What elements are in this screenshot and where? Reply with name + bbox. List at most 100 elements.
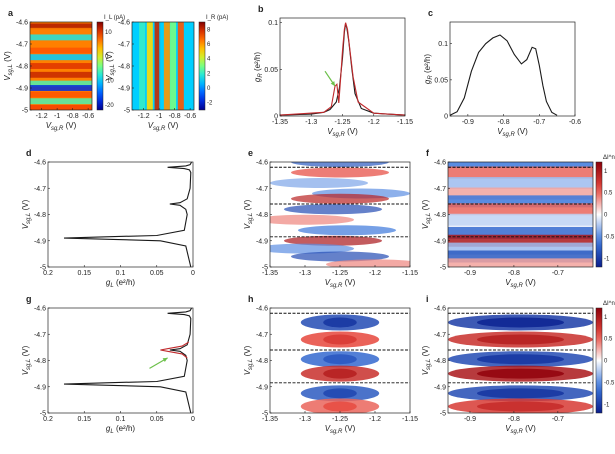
y-tick-label: -4.7: [118, 42, 130, 49]
y-axis-label: Vsg,L (V): [21, 345, 32, 375]
x-tick-label: -0.9: [464, 416, 476, 423]
heatmap-band: [30, 85, 92, 91]
x-tick-label: 0.15: [77, 416, 91, 423]
panel-label: b: [258, 4, 264, 14]
x-tick-label: -0.9: [464, 270, 476, 277]
y-tick-label: -4.6: [434, 306, 446, 313]
colorbar-tick-label: 0.5: [604, 337, 613, 343]
heatmap-band: [30, 71, 92, 78]
colorbar-tick-label: 0: [604, 213, 608, 219]
x-tick-label: 0.2: [43, 270, 53, 277]
heatmap-cell: [284, 235, 382, 246]
x-tick-label: -0.8: [508, 416, 520, 423]
heatmap-cell: [298, 225, 396, 236]
x-tick-label: -1.25: [332, 270, 348, 277]
heatmap-stripe: [159, 22, 166, 110]
colorbar-label: ΔI^nl (pA): [603, 301, 615, 307]
panel-label: c: [428, 8, 433, 18]
y-tick-label: -4.6: [34, 306, 46, 313]
x-tick-label: -1.2: [36, 113, 48, 120]
plot-area: [132, 22, 194, 110]
x-tick-label: -1.35: [262, 416, 278, 423]
heatmap-cell: [284, 204, 382, 215]
heatmap-stripe: [146, 22, 153, 110]
x-axis-label: Vsg,R (V): [505, 278, 536, 289]
y-tick-label: -4.8: [256, 212, 268, 219]
y-tick-label: -4.9: [434, 384, 446, 391]
panel-g: 0.2 0.15 0.1 0.05 0 -4.6 -4.7 -4.8 -4.9 -5 gL (e²/…: [21, 294, 195, 435]
panel-e: -1.35 -1.3 -1.25 -1.2 -1.15 -4.6 -4.7 -4.8 -4.9 -…: [243, 148, 418, 289]
y-tick-label: -4.8: [16, 64, 28, 71]
heatmap-band: [30, 98, 92, 105]
heatmap-band: [30, 23, 92, 30]
heatmap-cell: [291, 167, 389, 178]
x-tick-label: -0.8: [67, 113, 79, 120]
x-tick-label: 0.15: [77, 270, 91, 277]
x-tick-label: 0: [191, 270, 195, 277]
y-tick-label: -4.7: [434, 332, 446, 339]
x-axis-label: Vsg,R (V): [325, 278, 356, 289]
panel-c: -0.9 -0.8 -0.7 -0.6 0 0.05 0.1 Vsg,R (V) gR (e²/…: [423, 8, 581, 138]
y-axis-label: Vsg,L (V): [243, 345, 254, 375]
y-tick-label: -4.9: [118, 86, 130, 93]
panel-i: 1 0.5 0 -0.5 -1 ΔI^nl (pA) -0.9 -0.8 -0.7 -4.6 -4.…: [421, 294, 615, 435]
colorbar-tick-label: 2: [207, 71, 211, 77]
y-tick-label: -4.9: [34, 384, 46, 391]
y-tick-label: -4.7: [16, 42, 28, 49]
y-tick-label: -4.6: [34, 160, 46, 167]
heatmap-blob-core: [323, 354, 357, 365]
colorbar-tick-label: 4: [207, 57, 211, 63]
y-tick-label: -5: [440, 265, 446, 272]
heatmap-blob-core: [477, 368, 564, 379]
x-axis-label: Vsg,R (V): [497, 127, 528, 138]
heatmap-band: [30, 80, 92, 87]
panel-label: g: [26, 294, 32, 304]
y-tick-label: -5: [440, 411, 446, 418]
x-axis-label: gL (e²/h): [106, 278, 135, 289]
colorbar-tick-label: 0: [207, 86, 211, 92]
x-axis-label: Vsg,R (V): [327, 127, 358, 138]
y-tick-label: -4.6: [434, 160, 446, 167]
y-axis-label: Vsg,L (V): [21, 199, 32, 229]
y-tick-label: -4.8: [34, 358, 46, 365]
heatmap-blob-core: [477, 354, 564, 365]
heatmap-band: [448, 162, 593, 168]
y-tick-label: -4.9: [434, 238, 446, 245]
colorbar-label: ΔI^nl (pA): [603, 155, 615, 161]
plot-frame: [47, 307, 194, 414]
x-tick-label: -1.15: [397, 119, 413, 126]
colorbar-tick-label: 0: [105, 54, 109, 60]
heatmap-band: [30, 47, 92, 54]
heatmap-cell: [291, 251, 389, 262]
colorbar-tick-label: -10: [105, 79, 114, 85]
heatmap-blob-core: [477, 334, 564, 345]
y-tick-label: -4.7: [256, 332, 268, 339]
heatmap-band: [448, 203, 593, 216]
colorbar: [595, 161, 603, 268]
colorbar-tick-label: 8: [207, 27, 211, 33]
y-axis-label: gR (e²/h): [423, 54, 434, 84]
colorbar-tick-label: -0.5: [604, 380, 615, 386]
y-tick-label: 0.1: [438, 41, 448, 48]
heatmap-band: [30, 104, 92, 110]
x-tick-label: -1.3: [305, 119, 317, 126]
x-tick-label: -0.8: [169, 113, 181, 120]
x-tick-label: -1.35: [262, 270, 278, 277]
panel-h: -1.35 -1.3 -1.25 -1.2 -1.15 -4.6 -4.7 -4.8 -4.9 -…: [243, 294, 418, 435]
heatmap-blob-core: [323, 368, 357, 379]
plot-area: [63, 162, 193, 267]
y-tick-label: -4.6: [256, 306, 268, 313]
plot-area: [450, 34, 558, 116]
colorbar: [96, 21, 104, 111]
x-tick-label: 0: [191, 416, 195, 423]
panel-label: f: [426, 148, 430, 158]
heatmap-blob-core: [323, 334, 357, 345]
y-tick-label: -4.9: [16, 86, 28, 93]
heatmap-band: [30, 34, 92, 41]
x-tick-label: -0.8: [498, 119, 510, 126]
colorbar-tick-label: -1: [604, 402, 610, 408]
y-tick-label: 0: [444, 114, 448, 121]
heatmap-band: [448, 177, 593, 189]
panel-a2: 8 6 4 2 0 -2 I_R (pA) -1.2 -1 -0.8 -0.6 -4.6 -4.7 -4.…: [105, 15, 228, 132]
series-line: [63, 162, 193, 267]
